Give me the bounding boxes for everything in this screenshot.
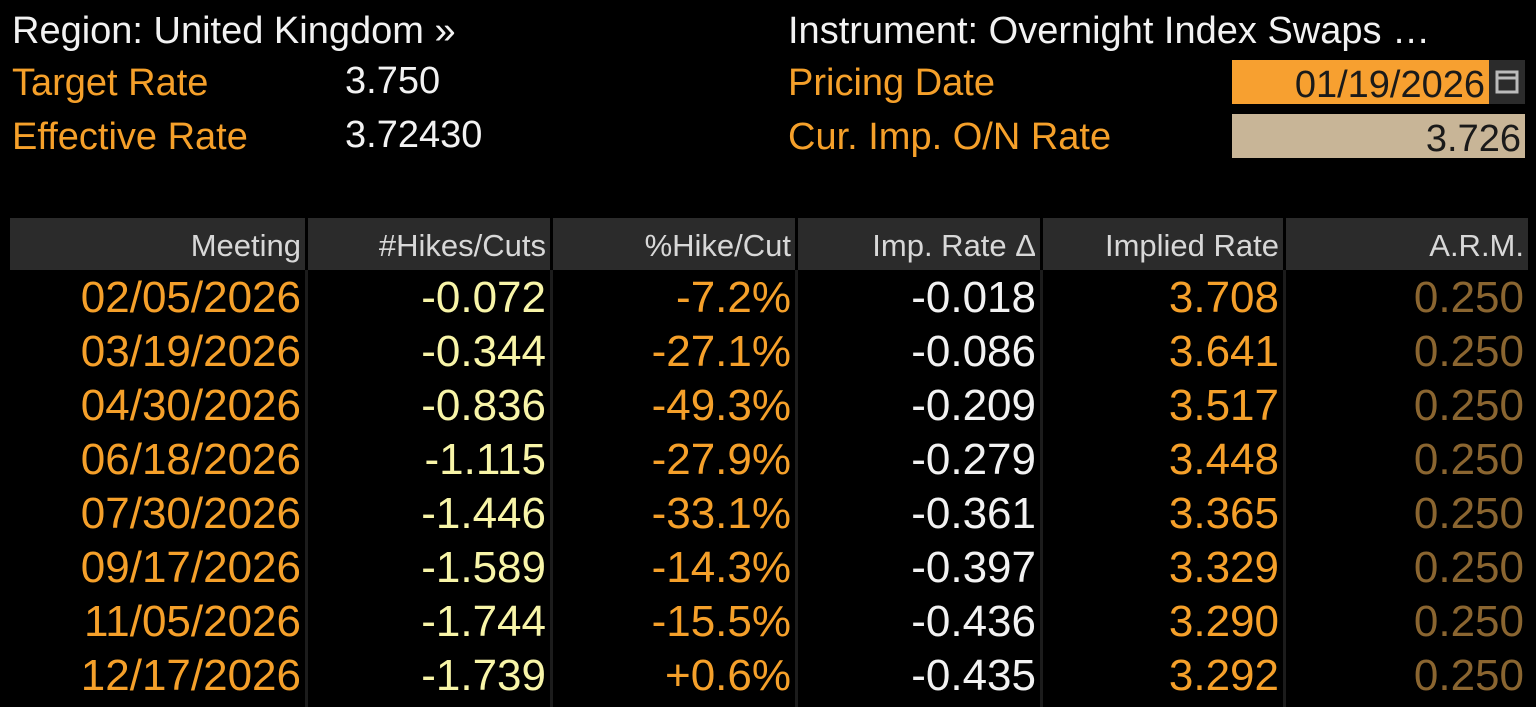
table-cell: 3.290 — [1168, 597, 1279, 646]
column-header: Meeting — [10, 218, 305, 270]
table-cell: 0.250 — [1413, 651, 1524, 700]
date-value[interactable]: 01/19/2026 — [1294, 64, 1485, 106]
table-cell: -1.739 — [421, 651, 546, 700]
rate-value: 3.726 — [1425, 118, 1521, 160]
table-cell: 07/30/2026 — [80, 489, 301, 538]
table-cell: -0.436 — [911, 597, 1036, 646]
table-cell: 3.365 — [1168, 489, 1279, 538]
region-label[interactable]: Region: United Kingdom » — [12, 10, 456, 52]
table-cell: 3.708 — [1168, 273, 1279, 322]
calendar-icon[interactable] — [1489, 60, 1525, 104]
table-cell: 3.641 — [1168, 327, 1279, 376]
field-label: Target Rate — [12, 62, 209, 104]
table-cell: -0.209 — [911, 381, 1036, 430]
table-cell: -14.3% — [651, 543, 791, 592]
table-cell: -0.018 — [911, 273, 1036, 322]
table-cell: 3.448 — [1168, 435, 1279, 484]
column-header: A.R.M. — [1286, 218, 1528, 270]
column-header-text[interactable]: Implied Rate — [1104, 228, 1279, 263]
column-header-text[interactable]: #Hikes/Cuts — [378, 228, 546, 263]
table-cell: 11/05/2026 — [84, 597, 301, 646]
table-cell: 0.250 — [1413, 327, 1524, 376]
table-cell: -1.744 — [421, 597, 546, 646]
column-separator — [305, 270, 308, 707]
column-separator — [1283, 270, 1286, 707]
table-cell: -1.589 — [421, 543, 546, 592]
column-header-text[interactable]: %Hike/Cut — [644, 228, 791, 263]
table-cell: -0.836 — [421, 381, 546, 430]
table-cell: -7.2% — [676, 273, 791, 322]
table-cell: -1.115 — [424, 435, 547, 484]
table-cell: 3.517 — [1168, 381, 1279, 430]
column-header-text[interactable]: Imp. Rate Δ — [872, 228, 1036, 263]
field-label: Cur. Imp. O/N Rate — [788, 116, 1112, 158]
field-label: Effective Rate — [12, 116, 248, 158]
instrument-label[interactable]: Instrument: Overnight Index Swaps … — [788, 10, 1431, 52]
field-value: 3.72430 — [345, 114, 483, 156]
table-cell: 0.250 — [1413, 543, 1524, 592]
table-cell: 0.250 — [1413, 597, 1524, 646]
table-cell: -27.1% — [651, 327, 791, 376]
column-header: %Hike/Cut — [553, 218, 795, 270]
table-cell: -49.3% — [651, 381, 791, 430]
table-cell: -0.397 — [911, 543, 1036, 592]
table-cell: 09/17/2026 — [80, 543, 301, 592]
table-cell: -0.344 — [421, 327, 546, 376]
column-header: #Hikes/Cuts — [308, 218, 550, 270]
calendar-button[interactable] — [1489, 60, 1525, 104]
field-value: 3.750 — [345, 60, 441, 102]
table-cell: -1.446 — [421, 489, 546, 538]
date-input[interactable]: 01/19/2026 — [1232, 60, 1525, 106]
table-cell: -15.5% — [651, 597, 791, 646]
table-cell: -0.086 — [911, 327, 1036, 376]
column-separator — [1040, 270, 1043, 707]
table-cell: 04/30/2026 — [80, 381, 301, 430]
table-cell: 0.250 — [1413, 381, 1524, 430]
rate-field: 3.726 — [1232, 114, 1525, 160]
column-header: Imp. Rate Δ — [798, 218, 1040, 270]
table-cell: 3.292 — [1168, 651, 1279, 700]
table-cell: 06/18/2026 — [80, 435, 301, 484]
table-cell: -33.1% — [651, 489, 791, 538]
table-cell: 02/05/2026 — [80, 273, 301, 322]
column-header: Implied Rate — [1043, 218, 1283, 270]
column-separator — [795, 270, 798, 707]
table-cell: -0.361 — [911, 489, 1036, 538]
table-cell: -0.435 — [911, 651, 1036, 700]
table-cell: +0.6% — [665, 651, 791, 700]
table-cell: 12/17/2026 — [80, 651, 301, 700]
table-cell: 03/19/2026 — [80, 327, 301, 376]
column-header-text[interactable]: Meeting — [190, 228, 301, 263]
table-cell: 0.250 — [1413, 435, 1524, 484]
table-cell: -27.9% — [651, 435, 791, 484]
column-separator — [550, 270, 553, 707]
table-cell: -0.072 — [421, 273, 546, 322]
table-cell: 0.250 — [1413, 489, 1524, 538]
table-cell: -0.279 — [911, 435, 1036, 484]
table-cell: 0.250 — [1413, 273, 1524, 322]
column-header-text[interactable]: A.R.M. — [1429, 228, 1524, 263]
table-cell: 3.329 — [1168, 543, 1279, 592]
field-label: Pricing Date — [788, 62, 995, 104]
